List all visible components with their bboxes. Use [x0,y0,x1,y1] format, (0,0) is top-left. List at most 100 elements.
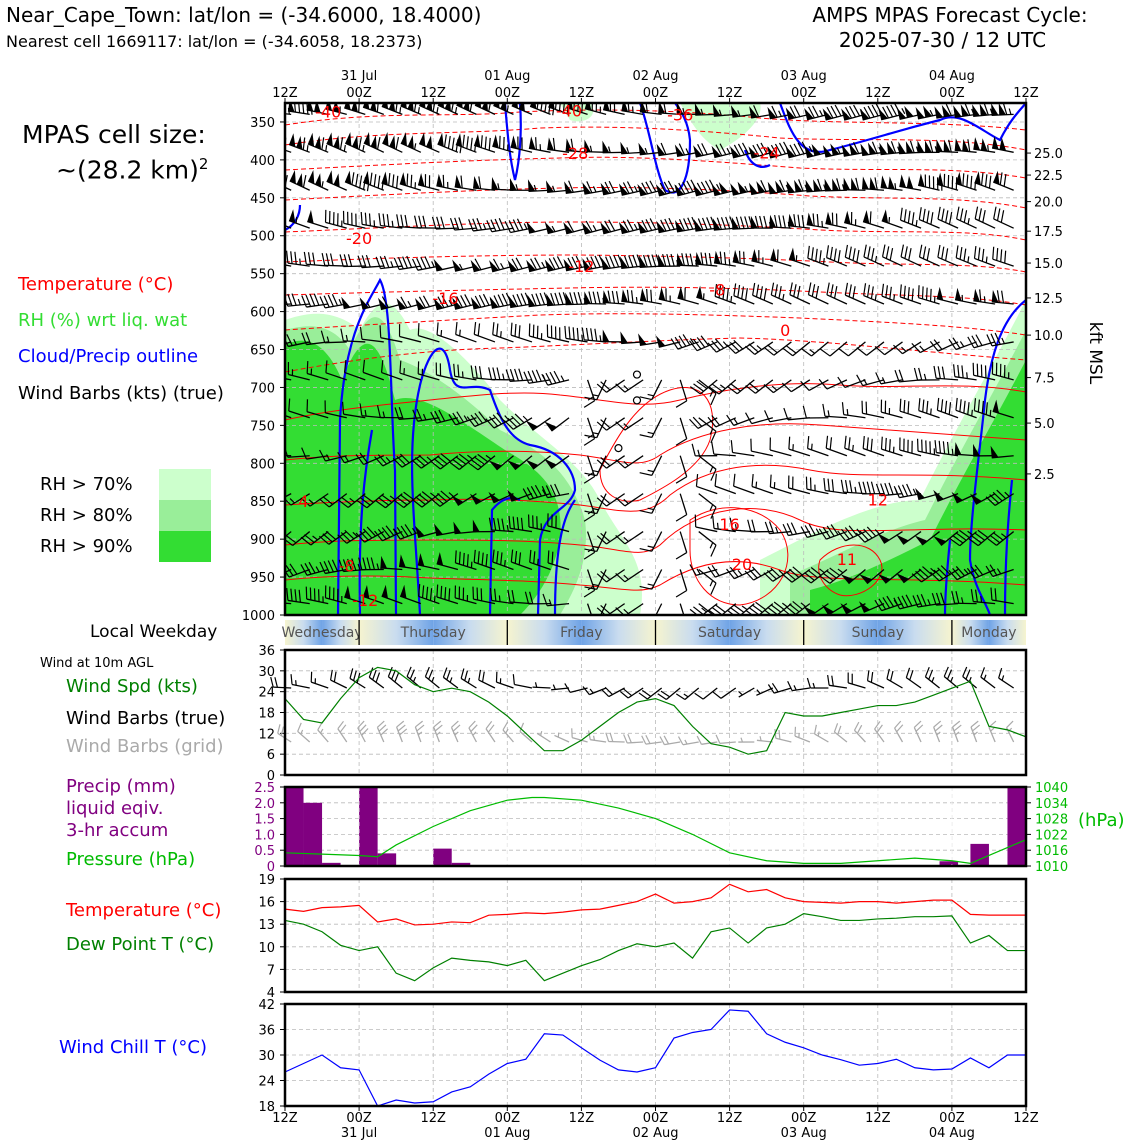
barb-flag [852,248,856,261]
barb-flag [893,597,901,610]
wind-barb [853,721,866,743]
barb-flag [905,594,913,607]
top-time-label: 00Z [643,86,669,101]
wind-barb [894,369,922,383]
wind-barb [419,103,440,115]
barb-staff [307,143,329,153]
barb-flag [871,104,879,117]
barb-flag [344,529,355,540]
barb-flag [568,180,574,193]
barb-flag [424,666,430,677]
barb-staff [550,455,570,469]
wind-barb [675,417,688,446]
wind-barb [951,590,977,605]
barb-flag [415,720,423,728]
wind-barb [285,250,310,267]
wind-barb [840,479,866,495]
barb-flag [294,103,297,113]
barb-flag [347,558,353,571]
barb-staff [847,341,866,357]
top-date-label: 31 Jul [341,69,377,84]
barb-flag [394,672,400,683]
barb-flag [584,586,597,590]
wind-barb [966,564,996,579]
wind-barb [620,254,644,270]
barb-flag [660,142,667,155]
barb-flag [466,554,469,567]
barb-flag [530,486,538,498]
barb-flag [725,216,731,229]
barb-flag [681,253,685,266]
barb-staff [532,686,551,689]
barb-half-flag [1001,675,1005,681]
wind-barb [675,493,688,522]
wind-barb [541,370,570,386]
barb-pennant [314,103,321,113]
wind-barb [827,674,848,689]
barb-flag [948,139,952,153]
barb-flag [782,215,786,228]
barb-flag [752,282,756,296]
barb-flag [712,515,715,529]
barb-pennant [600,182,610,195]
barb-flag [955,532,967,541]
barb-flag [1002,103,1008,115]
barb-flag [626,289,630,303]
barb-pennant [676,103,684,115]
wind-barb [379,325,403,343]
barb-flag [810,567,822,576]
barb-half-flag [623,574,629,580]
barb-flag [663,735,670,745]
wind-barb [954,442,977,457]
barb-flag [678,143,686,156]
temperature-tick-label: 7 [267,963,275,978]
barb-half-flag [683,693,689,698]
barb-flag [848,284,852,297]
barb-flag [304,563,312,575]
wind-barb [511,103,533,115]
cycle-title: AMPS MPAS Forecast Cycle: [812,3,1088,27]
barb-flag [974,206,979,219]
barb-staff [368,676,385,689]
barb-flag [392,528,401,540]
barb-flag [922,399,925,413]
barb-pennant [528,136,536,150]
wind-barb [980,667,996,689]
barb-flag [285,534,297,544]
pressure-axis-label: 1022 [1035,828,1068,843]
barb-flag [378,724,387,732]
barb-pennant [638,142,647,155]
barb-half-flag [592,432,599,435]
barb-flag [948,402,952,415]
barb-flag [615,497,626,507]
barb-staff [848,682,866,689]
barb-flag [953,364,956,377]
barb-staff [973,300,996,305]
barb-half-flag [961,597,964,604]
temperature-contour [285,423,1026,464]
barb-flag [985,496,996,506]
barb-pennant [862,210,870,224]
wind-barb [973,137,996,153]
wind-barb [955,245,977,267]
barb-flag [870,438,873,452]
barb-staff [285,149,292,153]
barb-flag [478,294,486,307]
wind-barb [712,216,736,231]
barb-half-flag [454,731,459,736]
cloud-outline [553,499,576,615]
barb-flag [374,456,384,467]
barb-flag [743,251,745,265]
barb-flag [298,589,301,603]
wind-barb [707,415,737,428]
barb-staff [330,679,348,689]
barb-staff [285,264,292,267]
barb-flag [290,674,293,685]
barb-pennant [602,329,610,342]
barb-flag [365,254,371,268]
wind-barb [454,550,477,571]
barb-flag [369,172,373,186]
wind-barb [584,379,607,401]
barb-half-flag [376,563,380,570]
wind-barb [825,211,848,229]
